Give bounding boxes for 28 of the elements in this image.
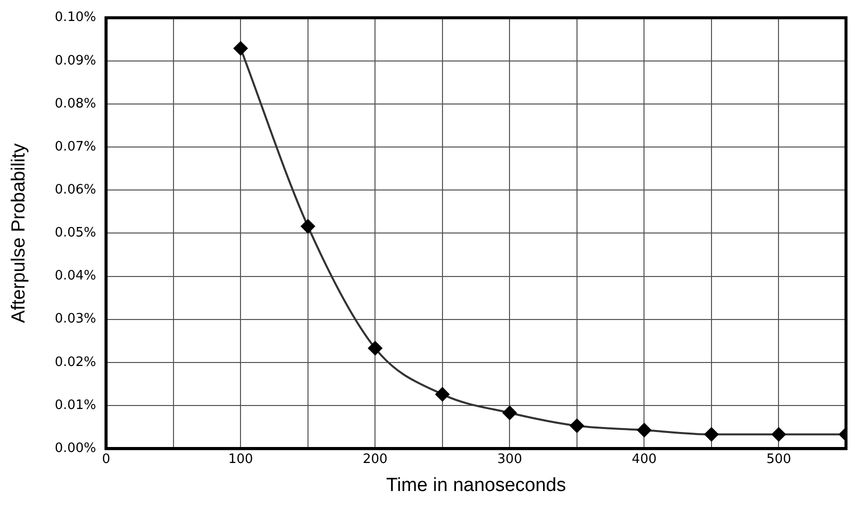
x-tick-label: 300 [497, 452, 522, 467]
x-tick-label: 200 [362, 452, 388, 467]
point [570, 418, 584, 433]
point [772, 427, 786, 442]
y-tick-label: 0.00% [54, 440, 96, 456]
y-tick-label: 0.10% [54, 10, 96, 26]
point [435, 387, 450, 402]
point [637, 423, 652, 438]
y-tick-label: 0.04% [54, 268, 96, 284]
x-tick-label: 400 [632, 452, 657, 467]
y-tick-label: 0.03% [54, 312, 96, 327]
point [502, 406, 517, 420]
point [234, 41, 248, 56]
point [368, 341, 382, 356]
point [704, 427, 718, 442]
y-tick-label: 0.06% [54, 182, 96, 198]
y-tick-label: 0.01% [54, 398, 96, 413]
x-tick-label: 100 [228, 452, 254, 467]
y-tick-label: 0.07% [54, 139, 96, 154]
y-tick-label: 0.05% [54, 226, 96, 241]
y-tick-label: 0.09% [54, 53, 96, 68]
y-tick-label: 0.02% [54, 354, 96, 370]
x-axis-title: Time in nanoseconds [386, 474, 566, 496]
y-axis-title: Afterpulse Probability [8, 142, 30, 323]
x-tick-label: 0 [102, 452, 110, 467]
y-tick-label: 0.08% [54, 96, 96, 112]
x-tick-label: 500 [766, 452, 792, 467]
point [300, 219, 315, 234]
